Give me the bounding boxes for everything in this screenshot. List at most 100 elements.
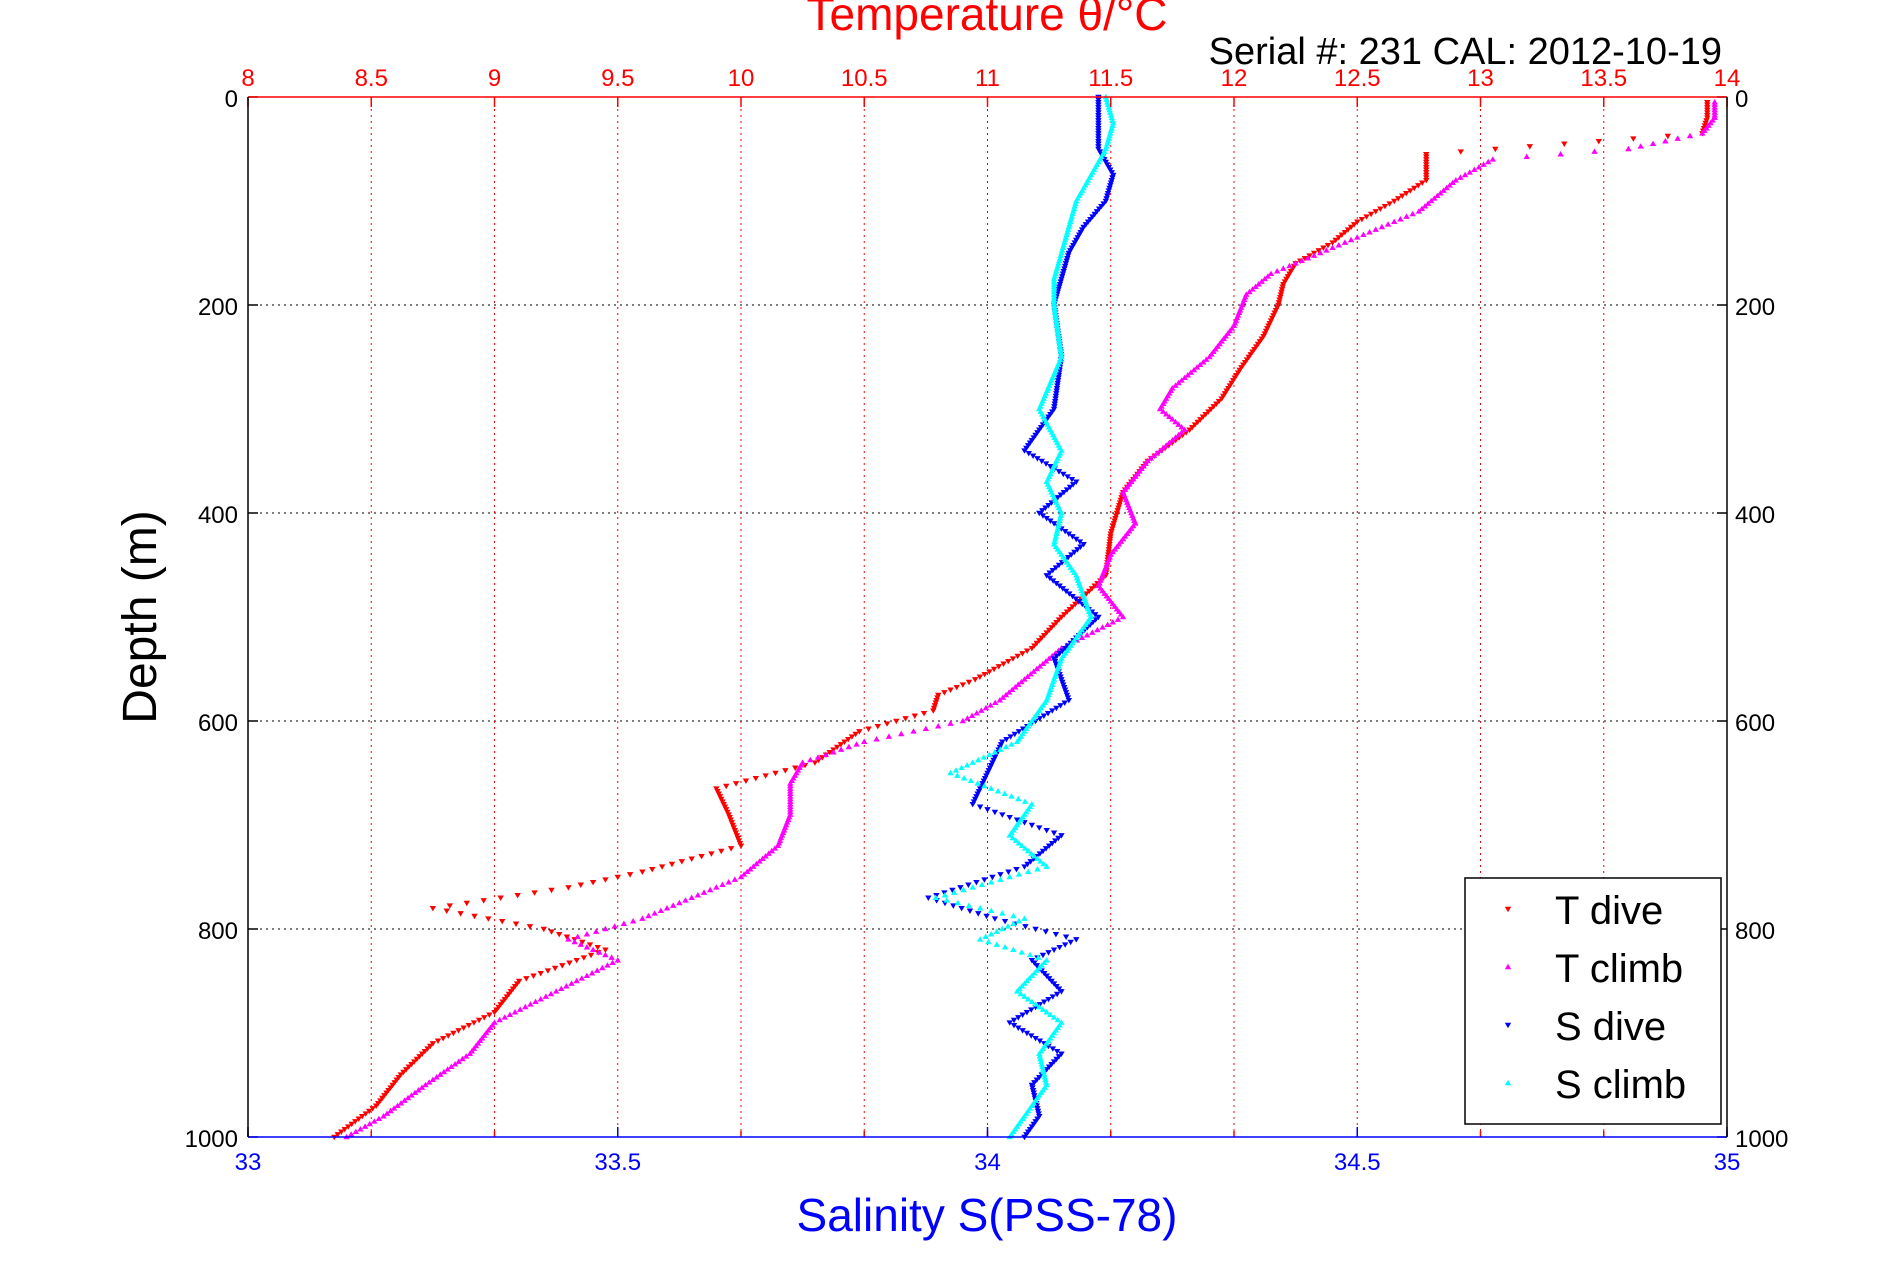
data-point-s-dive bbox=[1065, 697, 1073, 704]
data-point-t-climb bbox=[1114, 616, 1122, 622]
data-point-t-climb bbox=[922, 725, 930, 732]
data-point-s-climb bbox=[1052, 312, 1059, 318]
data-point-t-climb bbox=[807, 756, 814, 763]
chart-subtitle: Serial #: 231 CAL: 2012-10-19 bbox=[1209, 31, 1722, 73]
data-point-s-dive bbox=[1043, 515, 1050, 522]
data-point-t-dive bbox=[1399, 193, 1406, 199]
data-point-t-climb bbox=[1298, 257, 1305, 264]
data-point-s-climb bbox=[997, 876, 1004, 882]
data-point-t-climb bbox=[1033, 665, 1040, 672]
data-point-s-dive bbox=[1061, 942, 1069, 948]
data-point-s-climb bbox=[1034, 866, 1041, 872]
data-point-t-climb bbox=[366, 1120, 373, 1127]
data-point-s-climb bbox=[1043, 863, 1050, 869]
data-point-s-dive bbox=[950, 903, 957, 909]
data-point-t-climb bbox=[459, 1055, 466, 1062]
data-point-t-dive bbox=[1320, 245, 1327, 251]
data-point-t-climb bbox=[1246, 288, 1253, 295]
data-point-s-dive bbox=[1003, 736, 1010, 743]
data-point-t-climb bbox=[596, 949, 603, 955]
data-point-t-climb bbox=[700, 889, 708, 895]
data-point-t-dive bbox=[688, 856, 695, 862]
data-point-t-climb bbox=[1252, 283, 1259, 290]
data-point-t-dive bbox=[443, 908, 450, 914]
data-point-s-climb bbox=[1026, 951, 1034, 958]
data-point-t-climb bbox=[537, 996, 544, 1002]
data-point-s-dive bbox=[1049, 994, 1057, 1000]
data-point-t-climb bbox=[1172, 418, 1179, 425]
data-point-t-climb bbox=[1172, 382, 1179, 388]
data-point-s-dive bbox=[1050, 830, 1058, 836]
data-point-s-climb bbox=[941, 892, 949, 898]
data-point-t-climb bbox=[1310, 252, 1318, 258]
data-point-t-climb bbox=[404, 1094, 412, 1101]
data-point-t-dive bbox=[649, 866, 656, 873]
data-point-t-climb bbox=[437, 1071, 444, 1077]
data-point-s-dive bbox=[1021, 448, 1028, 454]
data-point-s-dive bbox=[1011, 731, 1018, 738]
data-point-t-climb bbox=[1150, 452, 1158, 459]
data-point-t-climb bbox=[425, 1079, 433, 1085]
data-point-t-climb bbox=[935, 723, 942, 729]
data-point-s-climb bbox=[967, 777, 975, 784]
data-point-s-dive bbox=[1073, 536, 1080, 543]
data-point-t-climb bbox=[1178, 429, 1185, 435]
data-point-t-climb bbox=[1175, 431, 1182, 438]
data-point-s-dive bbox=[969, 801, 976, 808]
data-point-t-climb bbox=[1625, 145, 1632, 152]
bottom-axis-tick-label: 33 bbox=[235, 1149, 262, 1176]
data-point-s-dive bbox=[975, 911, 982, 917]
data-point-s-climb bbox=[1010, 912, 1017, 919]
data-point-t-climb bbox=[814, 754, 822, 760]
data-point-t-climb bbox=[466, 1050, 474, 1057]
data-point-t-climb bbox=[1169, 437, 1176, 443]
data-point-t-climb bbox=[1156, 447, 1164, 453]
data-point-t-dive bbox=[497, 895, 504, 901]
data-point-t-dive bbox=[1028, 645, 1036, 652]
data-point-s-climb bbox=[1021, 798, 1029, 804]
data-point-s-climb bbox=[1021, 915, 1028, 921]
data-point-s-climb bbox=[1015, 795, 1022, 802]
data-point-t-climb bbox=[706, 886, 714, 893]
data-point-s-dive bbox=[949, 887, 956, 894]
data-point-s-climb bbox=[993, 928, 1000, 934]
data-point-s-dive bbox=[1064, 474, 1071, 480]
data-point-s-dive bbox=[1006, 814, 1013, 821]
data-point-t-dive bbox=[986, 669, 993, 675]
legend-label-s-climb: S climb bbox=[1555, 1063, 1686, 1107]
data-point-s-climb bbox=[1055, 520, 1063, 526]
data-point-s-climb bbox=[1018, 949, 1025, 955]
data-point-t-climb bbox=[1163, 442, 1170, 448]
data-point-s-dive bbox=[1075, 599, 1083, 605]
data-point-t-dive bbox=[941, 690, 948, 696]
data-point-s-climb bbox=[1057, 346, 1064, 352]
data-point-t-climb bbox=[1485, 158, 1492, 165]
data-point-t-climb bbox=[1686, 132, 1694, 139]
data-point-s-climb bbox=[1036, 1050, 1043, 1057]
data-point-s-climb bbox=[958, 764, 965, 771]
data-point-t-climb bbox=[1480, 161, 1487, 167]
y-tick-label-right: 0 bbox=[1735, 86, 1748, 113]
data-point-t-climb bbox=[845, 743, 853, 750]
data-point-t-dive bbox=[1377, 206, 1384, 212]
y-axis-label: Depth (m) bbox=[114, 510, 167, 723]
data-point-t-climb bbox=[1489, 156, 1497, 162]
data-point-s-climb bbox=[1017, 990, 1024, 997]
data-point-t-climb bbox=[361, 1123, 369, 1129]
data-point-t-climb bbox=[1366, 229, 1373, 235]
data-point-s-climb bbox=[1018, 842, 1026, 849]
data-point-t-dive bbox=[579, 939, 586, 946]
data-point-s-dive bbox=[1023, 1030, 1031, 1037]
data-point-t-climb bbox=[740, 871, 748, 877]
data-point-t-climb bbox=[1163, 411, 1170, 417]
data-point-t-dive bbox=[429, 905, 437, 912]
data-point-t-dive bbox=[723, 783, 730, 790]
data-point-s-dive bbox=[965, 882, 972, 888]
data-point-s-climb bbox=[1054, 525, 1061, 531]
data-point-s-climb bbox=[1055, 522, 1062, 529]
data-point-s-dive bbox=[1010, 1022, 1018, 1029]
data-point-t-climb bbox=[1409, 210, 1416, 217]
data-point-t-climb bbox=[371, 1118, 378, 1124]
data-point-s-dive bbox=[966, 908, 974, 914]
data-point-s-climb bbox=[1055, 335, 1063, 342]
